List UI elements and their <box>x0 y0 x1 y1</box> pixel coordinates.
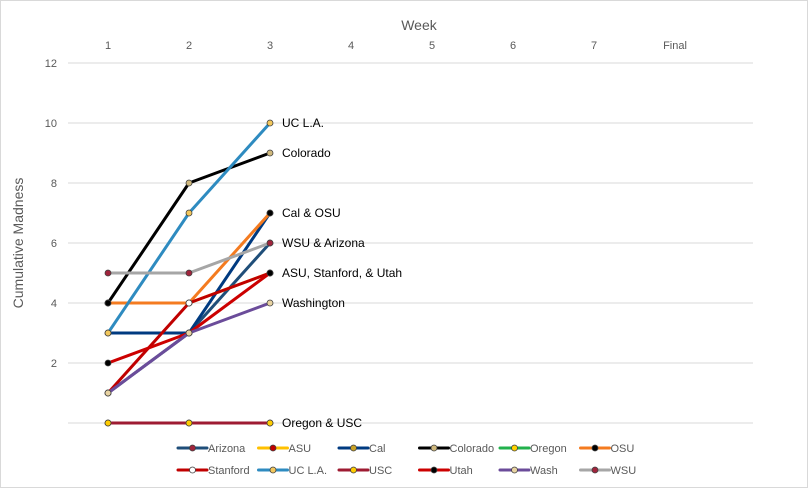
legend-marker <box>430 444 438 452</box>
end-label: Washington <box>282 296 345 310</box>
series-uc-l-a <box>104 119 274 337</box>
data-point <box>185 419 193 427</box>
x-axis-ticks: 1 2 3 4 5 6 7 Final <box>105 40 687 52</box>
legend-label: Stanford <box>208 465 250 477</box>
legend-item-stanford: Stanford <box>176 465 250 477</box>
data-point <box>185 299 193 307</box>
data-point <box>266 149 274 157</box>
data-point <box>266 269 274 277</box>
legend-item-cal: Cal <box>337 443 386 455</box>
data-point <box>185 269 193 277</box>
legend-label: Utah <box>450 465 473 477</box>
x-tick-label: 1 <box>105 40 111 52</box>
data-point <box>266 119 274 127</box>
legend-marker <box>430 466 438 474</box>
y-tick-label: 10 <box>45 118 57 130</box>
legend-item-oregon: Oregon <box>498 443 567 455</box>
end-label: Oregon & USC <box>282 416 362 430</box>
legend-item-usc: USC <box>337 465 392 477</box>
legend-label: OSU <box>611 443 635 455</box>
y-axis-ticks: 2 4 6 8 10 12 <box>45 58 57 370</box>
y-tick-label: 2 <box>51 358 57 370</box>
series-utah <box>104 269 274 367</box>
legend-marker <box>189 444 196 452</box>
x-tick-label: 6 <box>510 40 516 52</box>
series-usc <box>104 419 274 427</box>
data-point <box>104 299 112 307</box>
data-point <box>104 419 112 427</box>
legend-label: Colorado <box>450 443 495 455</box>
end-labels: UC L.A. Colorado Cal & OSU WSU & Arizona ASU… <box>282 116 402 430</box>
legend-item-wash: Wash <box>498 465 558 477</box>
x-tick-label: 3 <box>267 40 273 52</box>
legend: Arizona ASU Cal Colorado Oregon OSU Stanford UC… <box>176 443 637 477</box>
legend-item-wsu: WSU <box>579 465 637 477</box>
x-tick-label: Final <box>663 40 687 52</box>
legend-marker <box>511 444 518 452</box>
series-arizona <box>104 239 274 397</box>
series-line <box>106 271 272 365</box>
series-osu <box>104 209 274 307</box>
legend-label: Cal <box>369 443 386 455</box>
end-label: WSU & Arizona <box>282 236 365 250</box>
legend-marker <box>269 466 277 474</box>
legend-marker <box>269 444 277 452</box>
x-tick-label: 7 <box>591 40 597 52</box>
x-tick-label: 5 <box>429 40 435 52</box>
data-point <box>266 239 274 247</box>
legend-marker <box>591 444 599 452</box>
data-point <box>185 329 193 337</box>
series-line <box>106 301 272 395</box>
y-tick-label: 8 <box>51 178 57 190</box>
legend-item-arizona: Arizona <box>176 443 246 455</box>
legend-item-utah: Utah <box>418 465 473 477</box>
x-tick-label: 2 <box>186 40 192 52</box>
legend-marker <box>189 466 196 474</box>
gridlines <box>68 62 753 424</box>
y-axis-title: Cumulative Madness <box>10 178 26 309</box>
data-point <box>104 269 112 277</box>
legend-item-colorado: Colorado <box>418 443 495 455</box>
data-point <box>185 179 193 187</box>
legend-marker <box>350 444 357 452</box>
series-wash <box>104 299 274 397</box>
legend-label: Arizona <box>208 443 246 455</box>
legend-marker <box>511 466 518 474</box>
legend-item-asu: ASU <box>257 443 312 455</box>
legend-marker <box>350 466 357 474</box>
legend-item-uc-l-a: UC L.A. <box>257 465 328 477</box>
data-point <box>104 329 112 337</box>
x-tick-label: 4 <box>348 40 354 52</box>
end-label: ASU, Stanford, & Utah <box>282 266 402 280</box>
end-label: UC L.A. <box>282 116 324 130</box>
y-tick-label: 12 <box>45 58 57 70</box>
legend-label: Wash <box>530 465 558 477</box>
y-tick-label: 6 <box>51 238 57 250</box>
legend-label: WSU <box>611 465 637 477</box>
legend-label: ASU <box>289 443 312 455</box>
legend-label: USC <box>369 465 392 477</box>
legend-label: UC L.A. <box>289 465 328 477</box>
x-axis-title: Week <box>401 17 438 33</box>
data-point <box>104 389 112 397</box>
legend-item-osu: OSU <box>579 443 635 455</box>
data-point <box>266 299 274 307</box>
end-label: Cal & OSU <box>282 206 341 220</box>
series-wsu <box>104 239 274 277</box>
legend-label: Oregon <box>530 443 567 455</box>
data-point <box>266 419 274 427</box>
data-point <box>104 359 112 367</box>
end-label: Colorado <box>282 146 331 160</box>
y-tick-label: 4 <box>51 298 57 310</box>
data-point <box>266 209 274 217</box>
series-lines <box>104 119 274 427</box>
data-point <box>185 209 193 217</box>
legend-marker <box>591 466 599 474</box>
